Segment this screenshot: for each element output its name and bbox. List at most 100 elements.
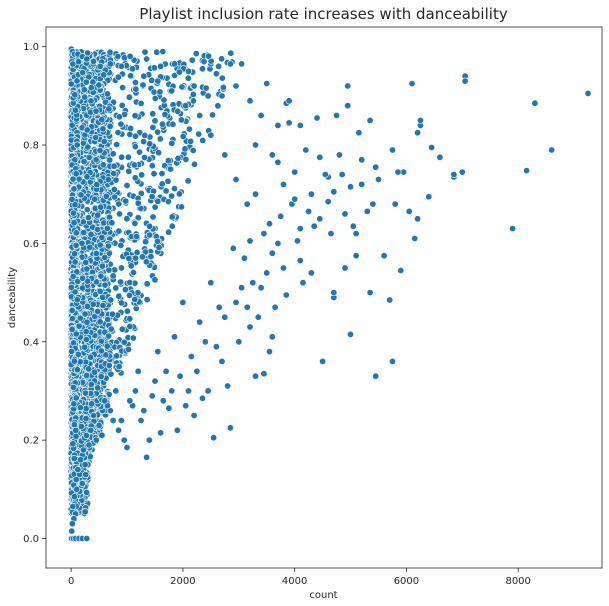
data-point: [77, 191, 85, 199]
data-point: [143, 280, 151, 288]
data-point: [118, 264, 126, 272]
data-point: [82, 335, 90, 343]
data-point: [78, 479, 86, 487]
data-point: [131, 295, 139, 303]
data-point: [149, 110, 157, 118]
data-point: [84, 143, 92, 151]
data-point: [123, 182, 131, 190]
data-point: [147, 253, 155, 261]
data-point: [148, 76, 156, 84]
data-point: [118, 299, 126, 307]
data-point: [154, 237, 162, 245]
data-point: [67, 283, 75, 291]
data-point: [73, 268, 81, 276]
data-point: [114, 52, 122, 60]
data-point: [177, 116, 185, 124]
data-point: [72, 229, 80, 237]
data-point: [87, 380, 95, 388]
data-point: [156, 88, 164, 96]
data-point: [215, 62, 223, 70]
data-point: [107, 296, 115, 304]
data-point: [112, 284, 120, 292]
data-point: [137, 189, 145, 197]
data-point: [87, 84, 95, 92]
data-point: [101, 254, 109, 262]
data-point: [79, 69, 87, 77]
data-point: [68, 315, 76, 323]
data-point: [110, 162, 118, 170]
data-point: [118, 153, 126, 161]
data-point: [87, 353, 95, 361]
data-point: [102, 192, 110, 200]
data-point: [82, 328, 90, 336]
data-point: [96, 318, 104, 326]
data-point: [96, 241, 104, 249]
data-point: [71, 258, 79, 266]
data-point: [129, 334, 137, 342]
data-point: [73, 141, 81, 149]
data-point: [205, 52, 213, 60]
data-point: [126, 315, 134, 323]
data-point: [125, 345, 133, 353]
data-point: [67, 80, 75, 88]
data-point: [139, 81, 147, 89]
data-point: [92, 134, 100, 142]
data-point: [187, 137, 195, 145]
data-point: [178, 83, 186, 91]
data-point: [80, 229, 88, 237]
data-point: [131, 112, 139, 120]
data-point: [119, 84, 127, 92]
data-point: [136, 148, 144, 156]
data-point: [137, 99, 145, 107]
data-point: [69, 175, 77, 183]
data-point: [164, 157, 172, 165]
data-point: [102, 98, 110, 106]
data-point: [71, 106, 79, 114]
data-point: [214, 102, 222, 110]
data-point: [133, 233, 141, 241]
data-point: [108, 310, 116, 318]
data-point: [138, 171, 146, 179]
data-point: [102, 351, 110, 359]
data-point: [73, 296, 81, 304]
data-point: [151, 203, 159, 211]
data-point: [179, 132, 187, 140]
data-point: [75, 322, 83, 330]
data-point: [115, 200, 123, 208]
data-point: [97, 347, 105, 355]
data-point: [199, 136, 207, 144]
data-point: [97, 272, 105, 280]
data-point: [122, 197, 130, 205]
data-point: [149, 213, 157, 221]
data-point: [161, 110, 169, 118]
data-point: [227, 49, 235, 57]
data-point: [68, 325, 76, 333]
data-point: [118, 325, 126, 333]
data-point: [168, 222, 176, 230]
data-point: [155, 149, 163, 157]
data-point: [72, 394, 80, 402]
data-point: [123, 307, 131, 315]
data-point: [82, 389, 90, 397]
data-point: [159, 48, 167, 56]
data-point: [85, 365, 93, 373]
data-point: [104, 315, 112, 323]
data-point: [219, 83, 227, 91]
data-point: [132, 85, 140, 93]
data-point: [99, 301, 107, 309]
data-point: [69, 440, 77, 448]
data-point: [105, 105, 113, 113]
data-point: [106, 48, 114, 56]
data-point: [130, 161, 138, 169]
data-point: [146, 231, 154, 239]
data-point: [127, 124, 135, 132]
data-point: [106, 122, 114, 130]
data-point: [96, 147, 104, 155]
points-layer: [67, 45, 592, 542]
data-point: [148, 193, 156, 201]
data-point: [79, 218, 87, 226]
data-point: [192, 50, 200, 58]
data-point: [158, 180, 166, 188]
data-point: [127, 262, 135, 270]
data-point: [83, 318, 91, 326]
